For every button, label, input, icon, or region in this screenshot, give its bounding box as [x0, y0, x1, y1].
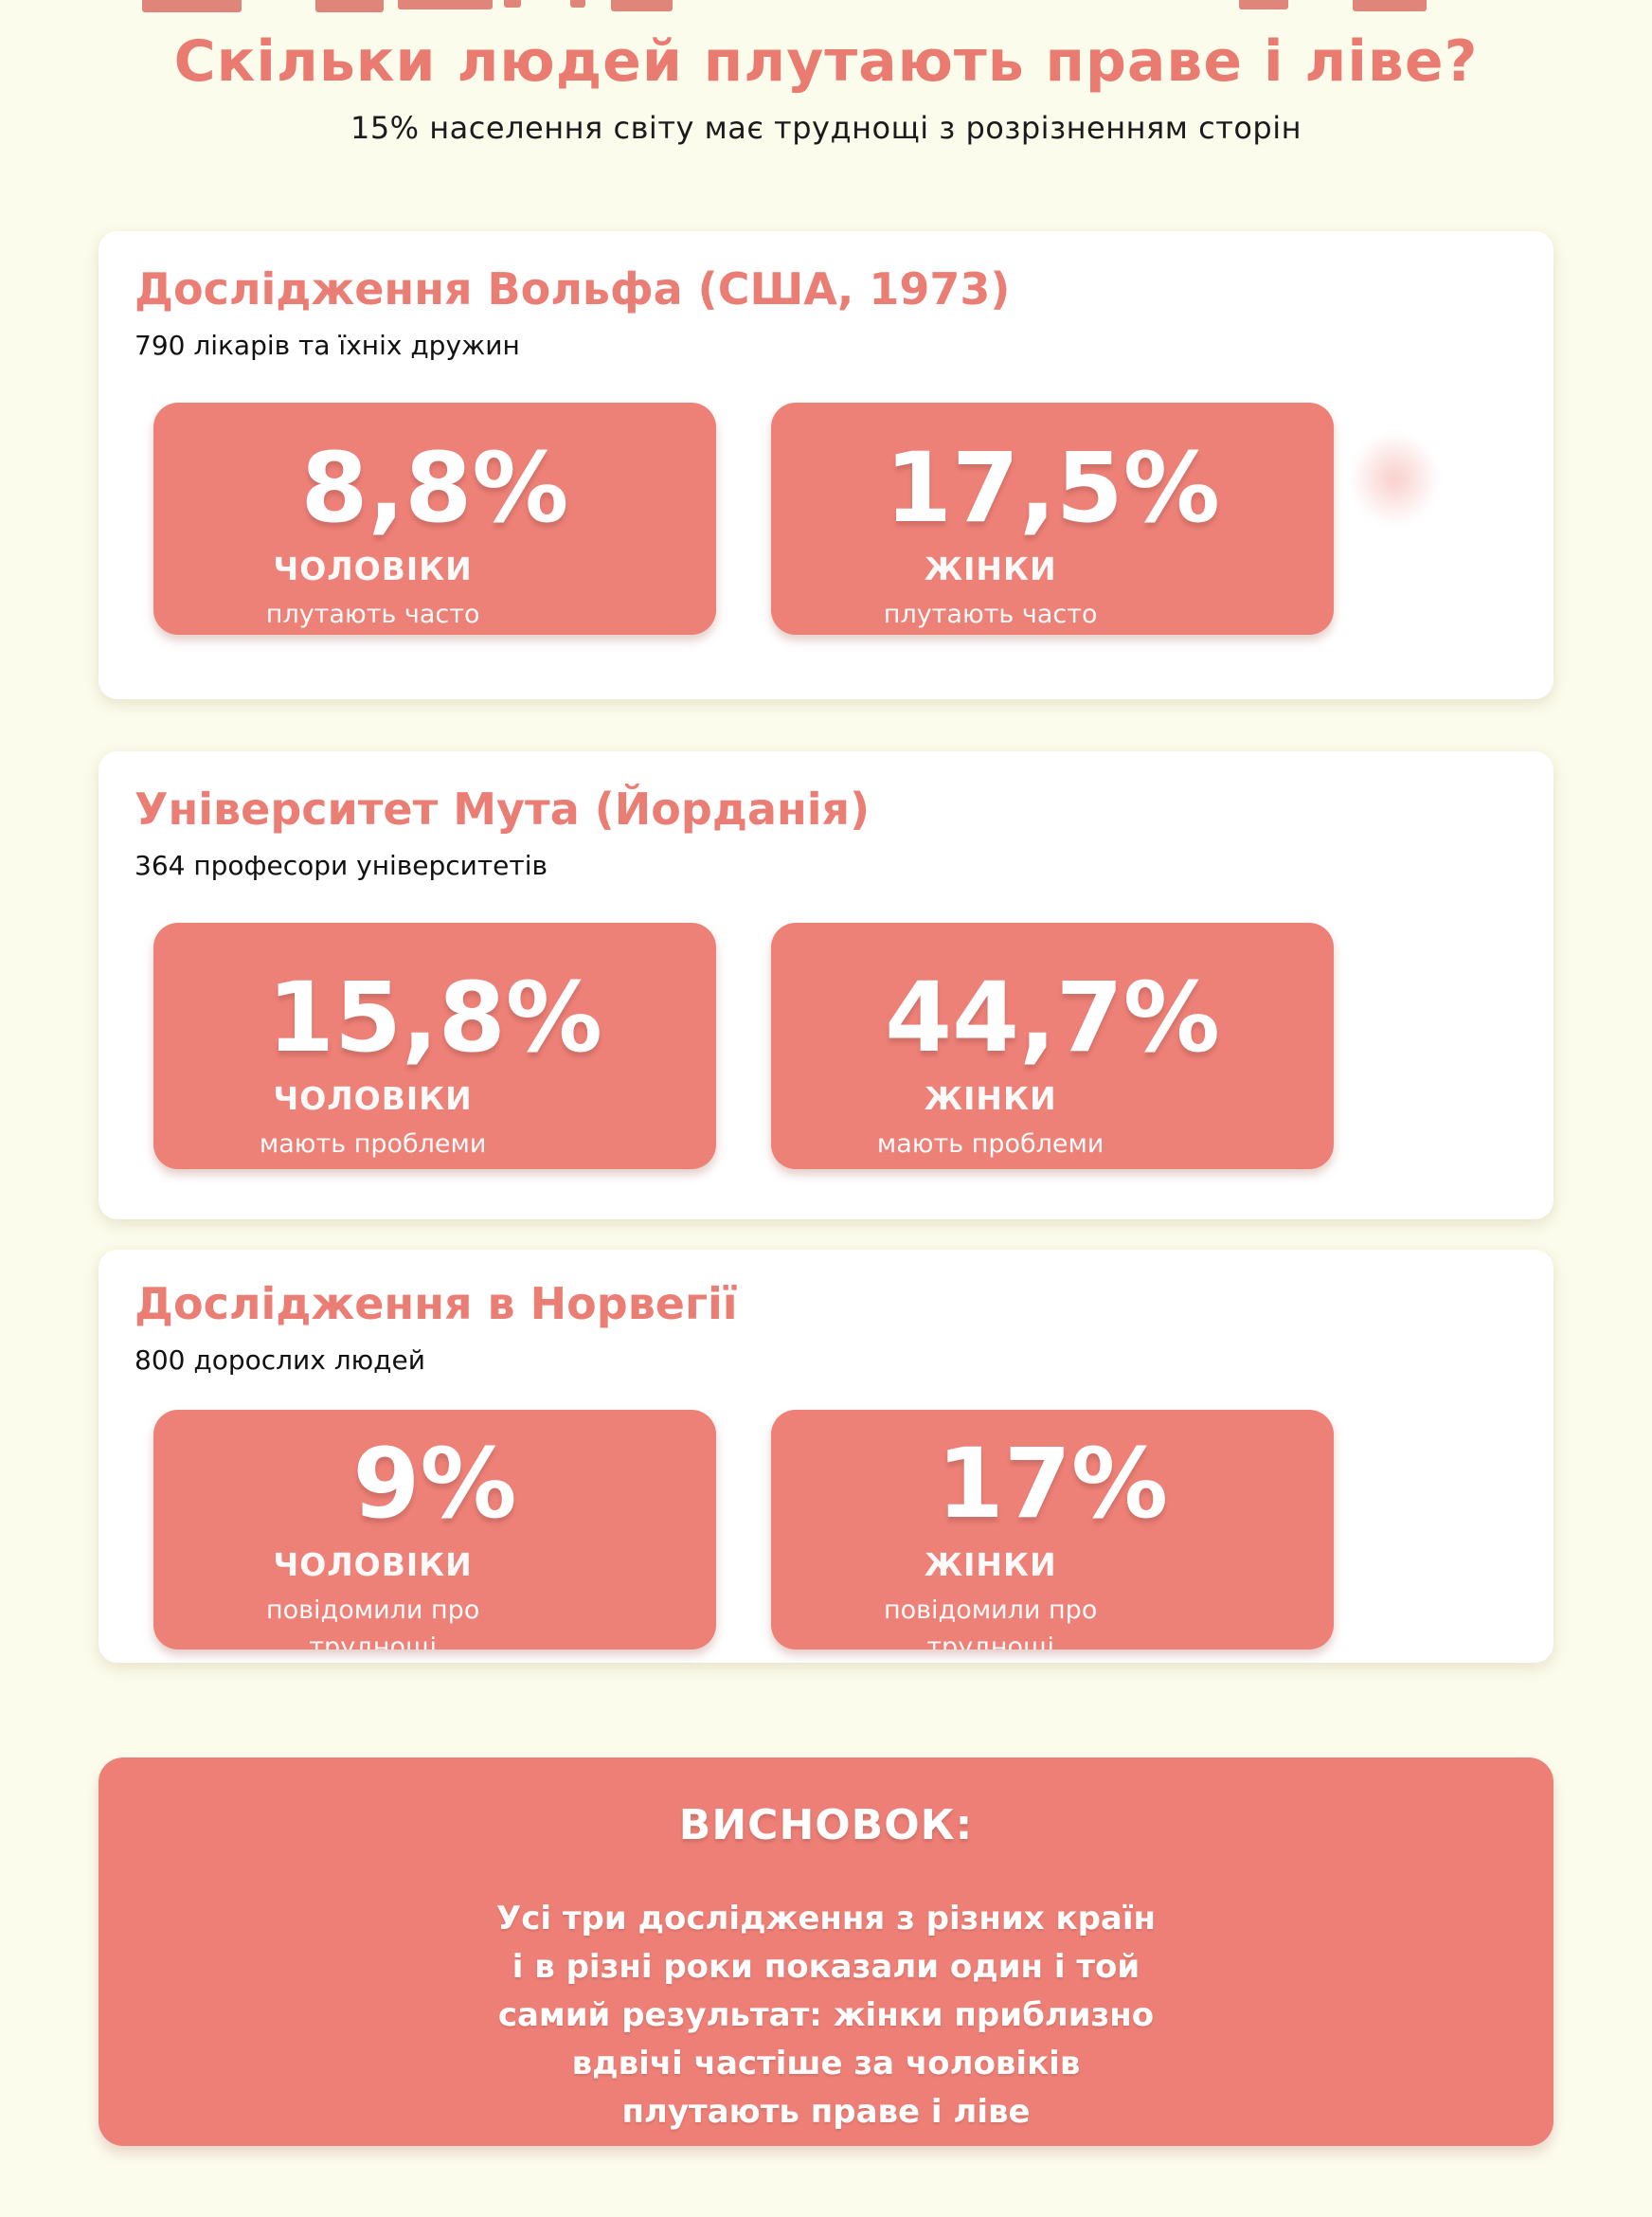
stat-label: ЖІНКИ [924, 550, 1057, 587]
stat-sublabel-line2: труднощі [926, 1631, 1054, 1649]
pink-smudge-artifact [1350, 431, 1440, 526]
stat-card-women: 17,5% ЖІНКИ плутають часто [771, 403, 1334, 635]
stat-sublabel: мають проблеми [876, 1128, 1104, 1159]
stat-labels: ЖІНКИ повідомили про труднощі [817, 1546, 1165, 1649]
conclusion-heading: ВИСНОВОК: [678, 1801, 974, 1849]
decoration-fragment [1353, 0, 1427, 11]
stat-label: ЧОЛОВІКИ [273, 1080, 473, 1117]
stat-label: ЧОЛОВІКИ [273, 550, 473, 587]
stat-cards-row: 15,8% ЧОЛОВІКИ мають проблеми 44,7% ЖІНК… [153, 923, 1553, 1219]
decoration-fragment [570, 0, 585, 8]
section-title: Університет Мута (Йорданія) [135, 784, 871, 835]
stat-card-men: 9% ЧОЛОВІКИ повідомили про труднощі [153, 1410, 716, 1649]
stat-label: ЖІНКИ [924, 1080, 1057, 1117]
conclusion-line: плутають праве і ліве [621, 2093, 1031, 2131]
stat-sublabel: повідомили про труднощі [199, 1592, 548, 1649]
stat-sublabel-line2: труднощі [309, 1631, 437, 1649]
stat-labels: ЖІНКИ мають проблеми [817, 1080, 1165, 1163]
stat-labels: ЧОЛОВІКИ плутають часто [199, 550, 548, 633]
stat-sublabel: плутають часто [883, 599, 1098, 629]
stat-sublabel: мають проблеми [259, 1128, 487, 1159]
stat-value: 44,7% [885, 962, 1220, 1074]
section-norway-study: Дослідження в Норвегії 800 дорослих люде… [99, 1250, 1553, 1663]
stat-value: 9% [352, 1428, 517, 1541]
decoration-fragment [142, 0, 242, 12]
stat-cards-row: 9% ЧОЛОВІКИ повідомили про труднощі 17% … [153, 1410, 1553, 1663]
conclusion-line: Усі три дослідження з різних країн [495, 1900, 1157, 1938]
stat-label: ЖІНКИ [924, 1546, 1057, 1583]
stat-labels: ЧОЛОВІКИ повідомили про труднощі [199, 1546, 548, 1649]
conclusion-line: і в різні роки показали один і той [512, 1948, 1140, 1986]
decoration-fragment [611, 0, 673, 11]
stat-cards-row: 8,8% ЧОЛОВІКИ плутають часто 17,5% ЖІНКИ… [153, 403, 1553, 699]
stat-value: 17,5% [885, 432, 1220, 545]
decoration-fragment [398, 0, 493, 9]
stat-sublabel: повідомили про труднощі [817, 1592, 1165, 1649]
section-wolf-study: Дослідження Вольфа (США, 1973) 790 лікар… [99, 231, 1553, 699]
conclusion-line: самий результат: жінки приблизно [497, 1996, 1155, 2034]
page-title: Скільки людей плутають праве і ліве? [173, 28, 1479, 95]
page-subtitle: 15% населення світу має труднощі з розрі… [350, 110, 1302, 146]
section-subtitle: 800 дорослих людей [135, 1344, 425, 1376]
stat-value: 17% [936, 1428, 1169, 1541]
conclusion-box: ВИСНОВОК: Усі три дослідження з різних к… [99, 1757, 1553, 2146]
stat-card-men: 15,8% ЧОЛОВІКИ мають проблеми [153, 923, 716, 1169]
stat-value: 8,8% [300, 432, 569, 545]
stat-labels: ЖІНКИ плутають часто [817, 550, 1165, 633]
section-title: Дослідження в Норвегії [135, 1278, 738, 1329]
conclusion-line: вдвічі частіше за чоловіків [571, 2045, 1081, 2082]
stat-sublabel: плутають часто [265, 599, 480, 629]
section-subtitle: 364 професори університетів [135, 850, 548, 881]
section-subtitle: 790 лікарів та їхніх дружин [135, 330, 520, 361]
conclusion-body: Усі три дослідження з різних країн і в р… [99, 1895, 1553, 2136]
section-title: Дослідження Вольфа (США, 1973) [135, 263, 1011, 315]
section-mutah-study: Університет Мута (Йорданія) 364 професор… [99, 751, 1553, 1219]
decoration-fragment [315, 0, 384, 12]
decoration-fragment [1239, 0, 1288, 9]
stat-label: ЧОЛОВІКИ [273, 1546, 473, 1583]
stat-card-women: 44,7% ЖІНКИ мають проблеми [771, 923, 1334, 1169]
decoration-fragment [504, 0, 521, 8]
stat-labels: ЧОЛОВІКИ мають проблеми [199, 1080, 548, 1163]
stat-card-women: 17% ЖІНКИ повідомили про труднощі [771, 1410, 1334, 1649]
stat-value: 15,8% [267, 962, 602, 1074]
stat-card-men: 8,8% ЧОЛОВІКИ плутають часто [153, 403, 716, 635]
